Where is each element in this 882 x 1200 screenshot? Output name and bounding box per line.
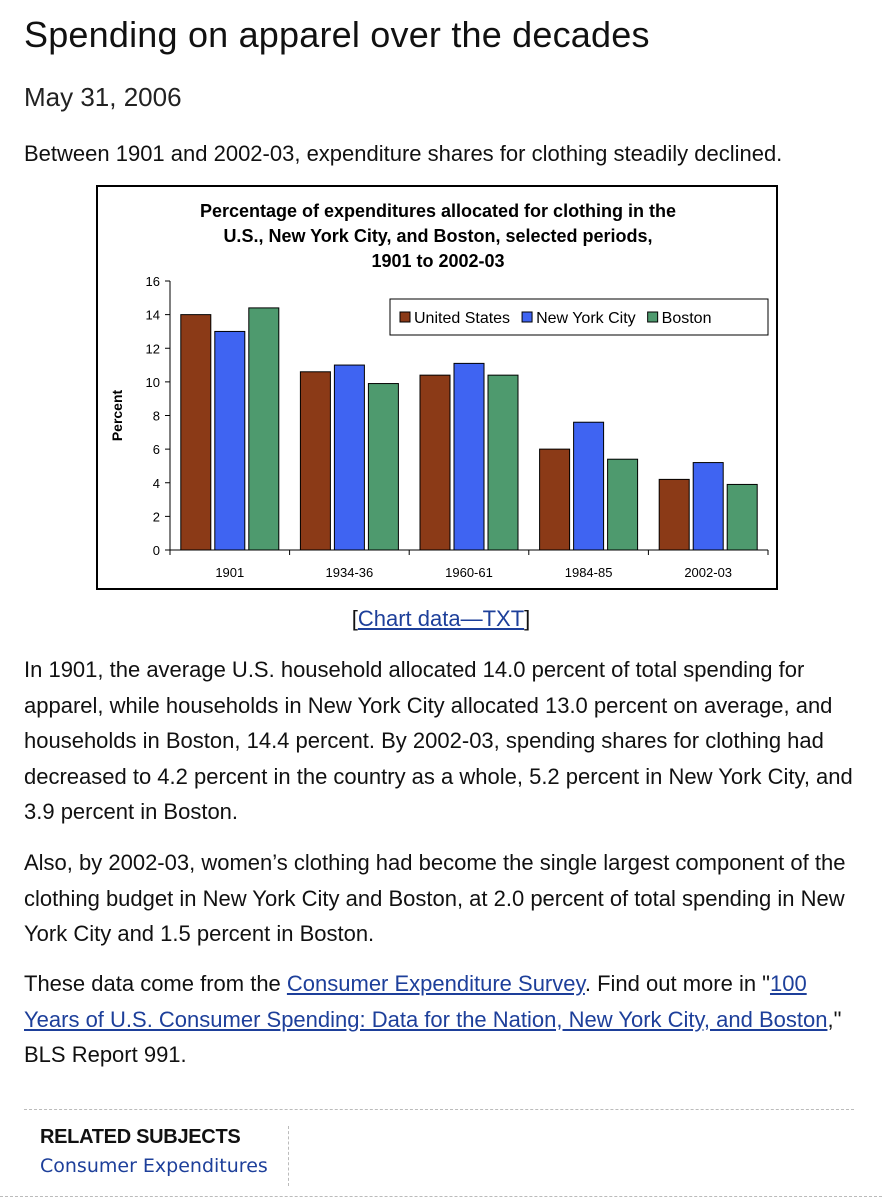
chart-title-line: Percentage of expenditures allocated for… bbox=[200, 201, 676, 221]
y-tick-label: 2 bbox=[153, 509, 160, 524]
bracket-close: ] bbox=[524, 606, 531, 631]
bar-united-states bbox=[658, 478, 690, 551]
bar-boston bbox=[367, 383, 399, 551]
paragraph-1: In 1901, the average U.S. household allo… bbox=[24, 657, 853, 824]
chart-data-link-row: [Chart data—TXT] bbox=[0, 606, 882, 632]
y-tick-label: 10 bbox=[146, 375, 160, 390]
bar-chart: Percentage of expenditures allocated for… bbox=[109, 201, 769, 580]
legend-label: United States bbox=[414, 310, 510, 327]
bar-boston bbox=[487, 374, 519, 551]
related-divider-top bbox=[24, 1109, 854, 1110]
chart-title-line: U.S., New York City, and Boston, selecte… bbox=[223, 226, 652, 246]
chart-data-txt-link[interactable]: Chart data—TXT bbox=[357, 606, 525, 631]
y-axis-title: Percent bbox=[109, 389, 125, 441]
legend-label: Boston bbox=[662, 310, 712, 327]
y-tick-label: 6 bbox=[153, 442, 160, 457]
bar-boston bbox=[726, 483, 758, 551]
bar-new-york-city bbox=[333, 364, 365, 551]
bracket-open: [ bbox=[351, 606, 358, 631]
chart-title-line: 1901 to 2002-03 bbox=[371, 251, 504, 271]
paragraph-2: Also, by 2002-03, women’s clothing had b… bbox=[24, 850, 846, 946]
x-tick-label: 1960-61 bbox=[445, 565, 493, 580]
bar-united-states bbox=[419, 374, 451, 551]
consumer-expenditures-link[interactable]: Consumer Expenditures bbox=[40, 1155, 268, 1177]
bar-new-york-city bbox=[453, 362, 485, 551]
legend-swatch bbox=[399, 311, 411, 323]
intro-text: Between 1901 and 2002-03, expenditure sh… bbox=[24, 141, 783, 166]
chart-frame: Percentage of expenditures allocated for… bbox=[96, 185, 778, 590]
bar-new-york-city bbox=[214, 330, 246, 551]
related-divider-bottom bbox=[0, 1196, 882, 1197]
related-subjects-heading: RELATED SUBJECTS bbox=[40, 1126, 241, 1148]
bar-new-york-city bbox=[573, 421, 605, 551]
page-title: Spending on apparel over the decades bbox=[24, 14, 650, 55]
y-tick-label: 16 bbox=[146, 274, 160, 289]
bar-new-york-city bbox=[692, 462, 724, 551]
x-tick-label: 1901 bbox=[215, 565, 244, 580]
bar-boston bbox=[607, 458, 639, 551]
x-tick-label: 2002-03 bbox=[684, 565, 732, 580]
y-tick-label: 8 bbox=[153, 409, 160, 424]
legend-swatch bbox=[521, 311, 533, 323]
related-subjects: RELATED SUBJECTS Consumer Expenditures bbox=[40, 1126, 289, 1186]
y-tick-label: 12 bbox=[146, 341, 160, 356]
bls-report-link[interactable]: 100 Years of U.S. Consumer Spending: Dat… bbox=[24, 971, 828, 1032]
p3-text-end: ," BLS Report 991. bbox=[24, 1006, 842, 1068]
p3-text-middle: . Find out more in " bbox=[584, 971, 770, 996]
consumer-expenditure-survey-link[interactable]: Consumer Expenditure Survey bbox=[286, 971, 585, 996]
y-tick-label: 4 bbox=[153, 476, 160, 491]
x-tick-label: 1934-36 bbox=[326, 565, 374, 580]
bar-united-states bbox=[299, 371, 331, 551]
y-tick-label: 0 bbox=[153, 543, 160, 558]
bar-united-states bbox=[539, 448, 571, 551]
bar-boston bbox=[248, 307, 280, 551]
p3-text-start: These data come from the bbox=[24, 971, 287, 996]
y-tick-label: 14 bbox=[146, 308, 160, 323]
legend-box bbox=[389, 298, 769, 336]
legend-label: New York City bbox=[536, 310, 636, 327]
legend-swatch bbox=[647, 311, 659, 323]
bar-united-states bbox=[180, 314, 212, 551]
publication-date: May 31, 2006 bbox=[24, 82, 182, 112]
x-tick-label: 1984-85 bbox=[565, 565, 613, 580]
paragraph-3: These data come from the Consumer Expend… bbox=[24, 966, 854, 1073]
